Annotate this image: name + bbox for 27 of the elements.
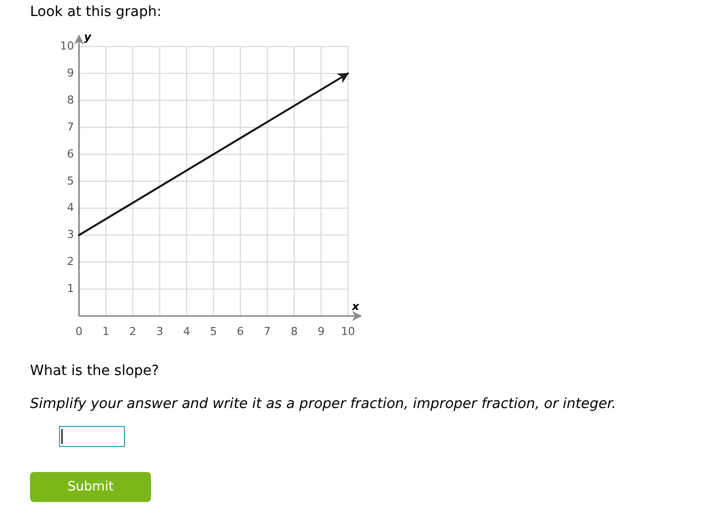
y-tick-label: 3 — [67, 228, 74, 242]
x-tick-label: 3 — [156, 325, 164, 338]
y-tick-label: 8 — [67, 93, 74, 106]
x-tick-label: 8 — [290, 325, 298, 338]
y-tick-label: 2 — [67, 255, 74, 268]
x-tick-label: 6 — [236, 325, 244, 338]
x-axis-title: x — [351, 300, 360, 313]
x-tick-label: 9 — [318, 325, 325, 338]
text: What is the slope? — [30, 363, 159, 379]
y-axis-title: y — [84, 30, 92, 44]
y-tick-label: 5 — [67, 174, 74, 188]
x-tick-label: 5 — [210, 325, 217, 338]
x-tick-label: 2 — [129, 325, 136, 338]
x-tick-label: 10 — [341, 325, 355, 338]
x-tick-label: 7 — [264, 325, 271, 338]
y-tick-label: 10 — [60, 40, 74, 53]
y-tick-label: 1 — [67, 282, 74, 296]
x-tick-label: 1 — [102, 325, 110, 338]
text: Simplify your answer and write it as a proper fraction, improper fraction, or integer. — [30, 396, 616, 412]
y-tick-label: 4 — [67, 201, 74, 214]
y-tick-label: 9 — [67, 66, 74, 80]
chart-title: Look at this graph: — [30, 4, 162, 20]
x-tick-label: 0 — [76, 325, 82, 338]
y-tick-label: 6 — [67, 147, 74, 160]
x-tick-label: 4 — [183, 325, 190, 338]
text: Submit — [67, 480, 114, 495]
y-tick-label: 7 — [67, 120, 74, 134]
